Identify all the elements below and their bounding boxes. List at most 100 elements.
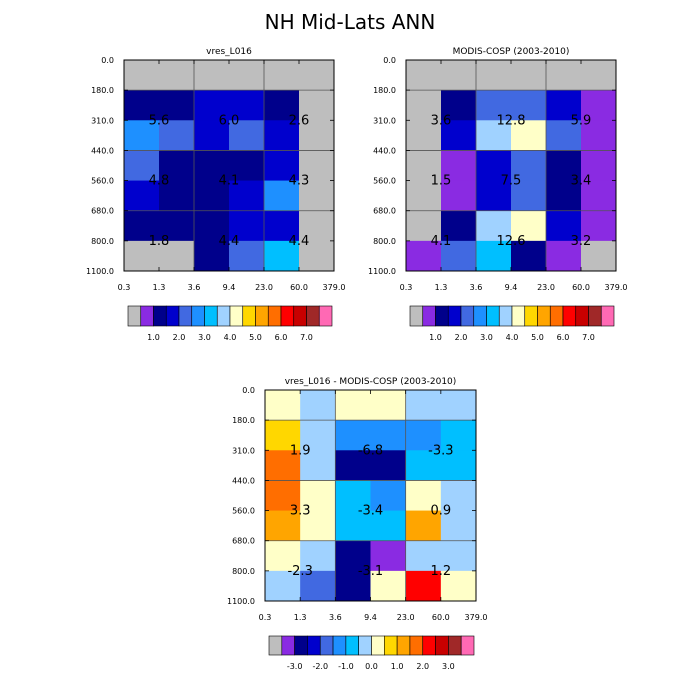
heatmap-cell (406, 240, 442, 272)
cell-value-label: -3.1 (358, 564, 383, 579)
colorbar: -3.0 -2.0 -1.0 0.0 1.0 2.0 3.0 (268, 635, 475, 671)
colorbar-label: 4.0 (224, 333, 237, 342)
colorbar-label: 2.0 (173, 333, 186, 342)
x-tick-label: 23.0 (255, 283, 273, 292)
x-tick-label: 23.0 (397, 613, 415, 622)
colorbar-box (448, 635, 462, 656)
heatmap-cell (124, 150, 160, 182)
heatmap-cell (229, 240, 265, 272)
heatmap-cell (265, 420, 301, 451)
heatmap-cell (300, 570, 336, 602)
x-tick-label: 1.3 (153, 283, 166, 292)
heatmap-cell (299, 240, 335, 272)
heatmap-cell (476, 180, 512, 212)
y-tick-label: 0.0 (242, 386, 255, 395)
cell-value-label: 3.2 (571, 234, 592, 249)
cell-value-label: -6.8 (358, 443, 383, 458)
heatmap-cell (335, 420, 371, 451)
colorbar-box (435, 635, 449, 656)
heatmap-cell (264, 150, 300, 182)
heatmap-cell (335, 480, 371, 512)
colorbar-box (294, 635, 308, 656)
y-tick-label: 1100.0 (86, 267, 114, 276)
colorbar-box (486, 305, 500, 327)
heatmap-cell (194, 180, 230, 212)
colorbar-box (153, 305, 167, 327)
heatmap-cell (159, 90, 195, 121)
y-tick-label: 0.0 (101, 56, 114, 65)
x-tick-label: 23.0 (537, 283, 555, 292)
heatmap-cell (476, 210, 512, 242)
y-tick-label: 440.0 (232, 476, 255, 485)
heatmap-cell (124, 60, 160, 91)
colorbar-label: -1.0 (338, 662, 354, 671)
colorbar: 1.0 2.0 3.0 4.0 5.0 6.0 7.0 (409, 305, 615, 342)
colorbar-box (345, 635, 359, 656)
cell-value-label: 4.3 (289, 174, 310, 189)
colorbar-label: 3.0 (442, 662, 455, 671)
y-tick-label: 180.0 (373, 86, 396, 95)
colorbar-label: 6.0 (557, 333, 570, 342)
heatmap-cell (265, 480, 301, 512)
heatmap-cell (300, 420, 336, 451)
heatmap-cell (300, 480, 336, 512)
heatmap-cell (405, 450, 442, 481)
colorbar-box (267, 305, 282, 327)
heatmap-cell (300, 540, 336, 572)
y-tick-label: 800.0 (91, 237, 114, 246)
heatmap-cell (264, 210, 300, 242)
colorbar-box (524, 305, 538, 327)
heatmap-cell (440, 510, 477, 542)
heatmap-cell (370, 420, 407, 451)
colorbar-box (255, 305, 269, 327)
colorbar-label: 1.0 (429, 333, 442, 342)
colorbar-box (460, 305, 475, 327)
heatmap-cell (265, 450, 301, 481)
heatmap-cell (511, 60, 547, 91)
heatmap-cell (229, 90, 265, 121)
colorbar-box (371, 635, 385, 656)
heatmap-cell (581, 120, 617, 151)
colorbar-box (229, 305, 244, 327)
heatmap-cell (124, 180, 160, 212)
colorbar-box (306, 305, 320, 327)
y-tick-label: 1100.0 (227, 597, 255, 606)
heatmap-cell (299, 180, 335, 212)
cell-value-label: 2.6 (289, 113, 310, 128)
heatmap-cell (511, 90, 547, 121)
x-tick-label: 0.3 (118, 283, 131, 292)
colorbar-box (409, 635, 424, 656)
heatmap-cell (440, 570, 477, 602)
x-tick-label: 0.3 (400, 283, 413, 292)
heatmap-panel-1: vres_L016 0.3 1.3 3.6 9.4 23.0 60.0 379.0 0.0 180… (86, 47, 345, 342)
heatmap-cell (441, 90, 477, 121)
colorbar-box (384, 635, 398, 656)
heatmap-cell (546, 150, 582, 182)
panel-title: vres_L016 (206, 47, 252, 57)
colorbar-box (358, 635, 372, 656)
x-tick-label: 9.4 (364, 613, 377, 622)
panel-title: vres_L016 - MODIS-COSP (2003-2010) (285, 377, 457, 387)
heatmap-cell (405, 420, 442, 451)
heatmap-cell (511, 210, 547, 242)
colorbar-label: 2.0 (416, 662, 429, 671)
cell-value-label: 3.3 (290, 504, 311, 519)
x-tick-label: 3.6 (470, 283, 483, 292)
heatmap-cell (440, 450, 477, 481)
colorbar-box (600, 305, 615, 327)
panel-title: MODIS-COSP (2003-2010) (453, 47, 570, 57)
heatmap-cell (370, 570, 407, 602)
cell-value-label: 5.6 (149, 113, 170, 128)
heatmap-cell (476, 240, 512, 272)
heatmap-cell (546, 210, 582, 242)
heatmap-cell (299, 150, 335, 182)
cell-value-label: 12.8 (497, 113, 526, 128)
x-tick-label: 379.0 (465, 613, 488, 622)
heatmap-cell (229, 180, 265, 212)
heatmap-cell (159, 180, 195, 212)
y-tick-label: 800.0 (232, 567, 255, 576)
y-tick-label: 180.0 (91, 86, 114, 95)
figure-title: NH Mid-Lats ANN (265, 10, 436, 34)
colorbar-box (473, 305, 487, 327)
cell-value-label: 5.9 (571, 113, 592, 128)
